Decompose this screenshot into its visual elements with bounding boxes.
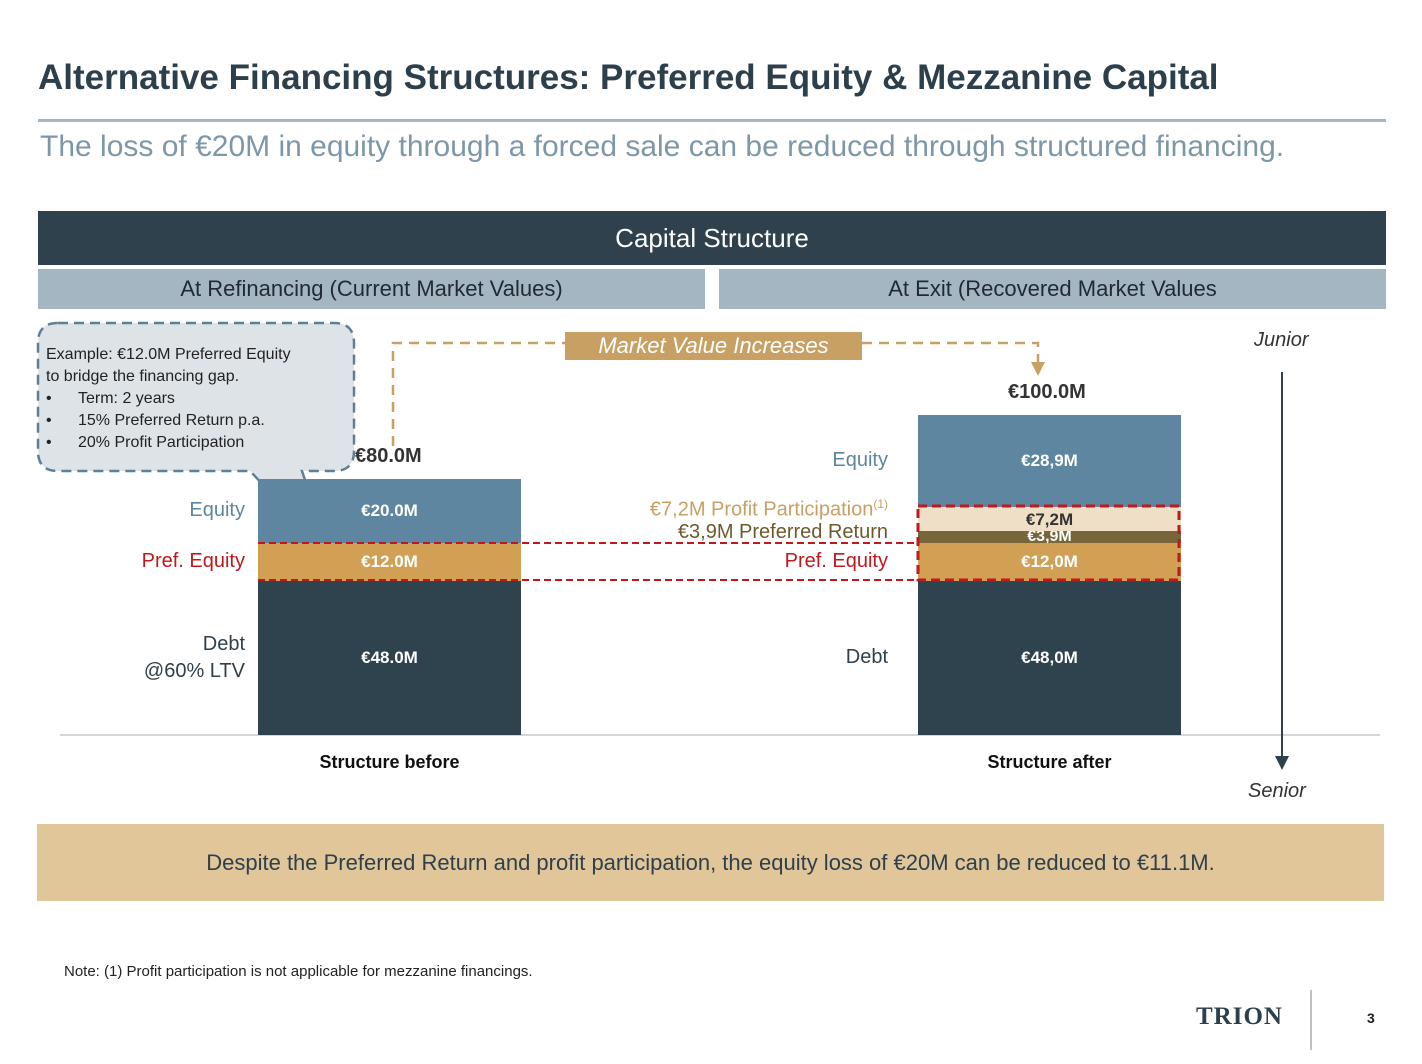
page-number: 3 [1367,1010,1375,1026]
before-total-label: €80.0M [355,445,422,467]
callout-bullet: • 20% Profit Participation [46,434,245,451]
seniority-arrowhead [1275,756,1289,770]
after-side-label-preferred-return: €3,9M Preferred Return [677,520,888,543]
before-side-label-pref-equity: Pref. Equity [141,550,245,573]
after-bar-value-label: €48,0M [1021,648,1078,668]
page-subtitle: The loss of €20M in equity through a for… [40,130,1285,163]
after-side-label-debt: Debt [845,646,888,669]
footnote: Note: (1) Profit participation is not ap… [64,963,533,980]
before-bar-value-label: €20.0M [361,501,418,520]
before-bar-equity: €20.0M [258,479,521,543]
after-bar-preferred-return: €3,9M [918,530,1181,543]
logo-divider [1310,990,1312,1050]
after-bar-profit-participation: €7,2M [918,507,1181,531]
before-bar-value-label: €48.0M [361,648,418,668]
page-title: Alternative Financing Structures: Prefer… [38,58,1219,97]
after-bar-value-label: €12,0M [1021,552,1078,572]
market-value-label: Market Value Increases [565,332,862,360]
senior-label: Senior [1248,780,1306,802]
before-category-label: Structure before [319,752,460,772]
capital-structure-banner: Capital Structure [38,211,1386,265]
before-bar-value-label: €12.0M [361,552,418,572]
before-bar-debt: €48.0M [258,581,521,735]
after-bar-value-label: €3,9M [1027,530,1072,543]
after-bar-value-label: €7,2M [1025,509,1074,529]
junior-label: Junior [1254,329,1309,351]
after-bar-equity: €28,9M [918,415,1181,508]
after-side-label-profit-participation: €7,2M Profit Participation(1) [649,497,888,522]
callout-text: Example: €12.0M Preferred Equity to brid… [46,344,291,454]
before-side-label-equity: Equity [189,499,245,521]
after-bar-pref-equity: €12,0M [918,543,1181,582]
callout-example-text2: to bridge the financing gap. [46,368,240,385]
after-category-label: Structure after [987,752,1112,772]
before-side-label-debt: Debt @60% LTV [143,633,245,683]
callout-bullet: • 15% Preferred Return p.a. [46,412,265,429]
conclusion-banner: Despite the Preferred Return and profit … [37,824,1384,901]
after-bar-debt: €48,0M [918,581,1181,735]
banner-refinancing: At Refinancing (Current Market Values) [38,269,705,309]
after-side-label-equity: Equity [832,449,888,472]
callout-example-text: : €12.0M Preferred Equity [108,346,291,363]
callout-example-label: Example [46,346,109,363]
market-value-arrowhead [1031,362,1045,376]
banner-exit: At Exit (Recovered Market Values [719,269,1386,309]
callout-bullet: • Term: 2 years [46,390,175,407]
after-side-label-pref-equity: Pref. Equity [784,550,888,573]
after-total-label: €100.0M [1008,381,1086,403]
before-bar-pref-equity: €12.0M [258,543,521,582]
trion-logo: TRION [1196,1003,1283,1030]
after-bar-value-label: €28,9M [1021,451,1078,471]
title-rule [38,119,1386,122]
